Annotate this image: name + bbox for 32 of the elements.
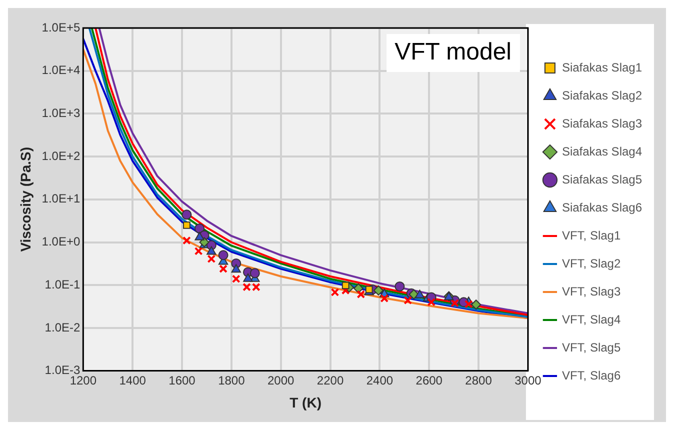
- y-axis-title: Viscosity (Pa.S): [17, 147, 34, 252]
- legend-label: VFT, Slag2: [562, 256, 621, 270]
- legend-label: Siafakas Slag2: [562, 88, 642, 102]
- y-tick-label: 1.0E+5: [42, 20, 80, 34]
- x-tick-label: 1600: [168, 373, 196, 388]
- x-tick-label: 1400: [119, 373, 146, 388]
- x-tick-label: 2600: [416, 373, 443, 388]
- legend-label: VFT, Slag3: [562, 284, 621, 298]
- x-tick-label: 2400: [366, 373, 394, 388]
- y-tick-label: 1.0E+3: [42, 106, 80, 120]
- legend-label: VFT, Slag1: [562, 228, 621, 242]
- legend-label: Siafakas Slag3: [562, 116, 642, 130]
- x-tick-label: 2000: [267, 373, 295, 388]
- y-tick-label: 1.0E-1: [44, 277, 80, 292]
- y-tick-label: 1.0E+1: [42, 192, 80, 206]
- x-tick-label: 1800: [218, 373, 246, 388]
- y-tick-label: 1.0E+2: [42, 148, 80, 163]
- y-tick-label: 1.0E+0: [42, 234, 80, 249]
- y-tick-label: 1.0E+4: [42, 63, 80, 78]
- x-axis-title: T (K): [290, 394, 322, 410]
- annotation: VFT model: [394, 38, 512, 66]
- legend-label: VFT, Slag5: [562, 340, 621, 354]
- x-tick-label: 3000: [514, 373, 542, 388]
- y-tick-label: 1.0E-2: [44, 320, 80, 334]
- legend-label: Siafakas Slag6: [562, 200, 642, 214]
- legend-label: Siafakas Slag4: [562, 144, 642, 158]
- legend-label: VFT, Slag6: [562, 368, 621, 382]
- legend-label: VFT, Slag4: [562, 312, 621, 326]
- x-tick-label: 2200: [316, 373, 344, 388]
- legend-label: Siafakas Slag5: [562, 172, 642, 186]
- legend-label: Siafakas Slag1: [562, 60, 642, 74]
- x-tick-label: 2800: [465, 373, 492, 388]
